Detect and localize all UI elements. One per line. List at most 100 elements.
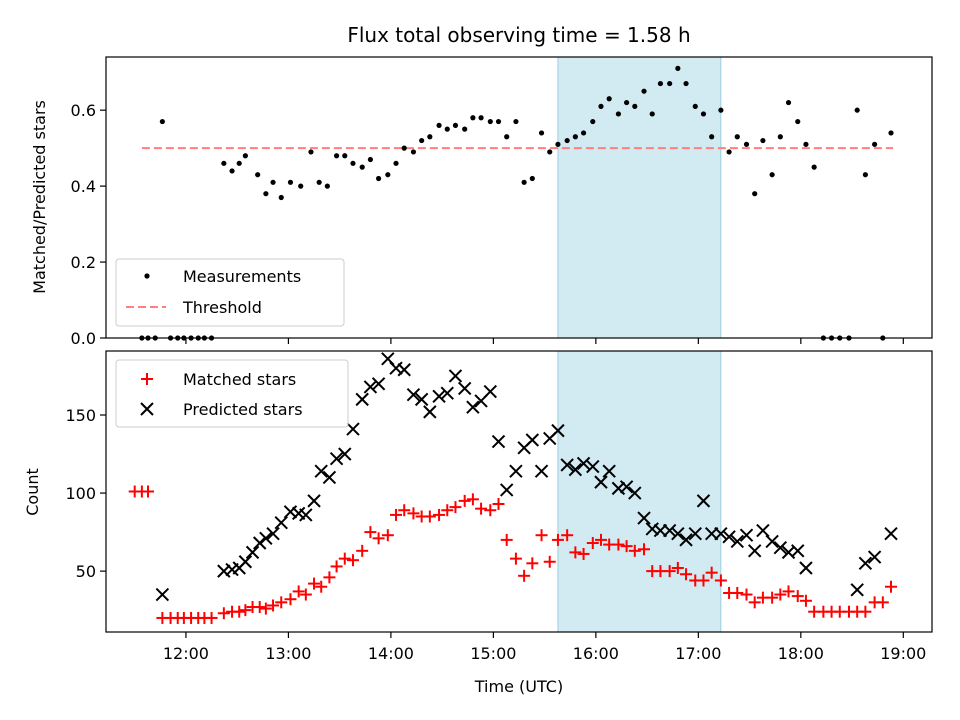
predicted-star-point [355,392,369,407]
matched-star-point [859,605,872,618]
matched-star-point [217,607,230,620]
matched-star-point [292,585,305,598]
predicted-star-point [397,363,411,377]
matched-star-point [449,501,462,514]
predicted-star-point [586,459,600,474]
predicted-star-point [274,516,288,530]
predicted-star-point [602,464,616,478]
predicted-star-point [259,531,273,546]
measurement-point [692,103,698,109]
measurement-point [333,153,340,159]
matched-star-point [205,611,218,624]
top-y-tick-label: 0.2 [71,253,96,272]
predicted-star-point [688,526,702,541]
measurement-point [342,153,348,159]
matched-star-points [128,485,898,624]
top-axes-frame [105,56,933,339]
x-tick-label: 12:00 [163,644,209,663]
predicted-star-point [799,561,813,575]
measurement-point [547,149,553,155]
measurement-point [709,134,715,140]
x-tick-label: 18:00 [778,644,824,663]
matched-star-point [876,596,889,609]
predicted-star-point [671,526,685,541]
matched-star-point [671,561,684,574]
measurement-point [324,183,330,189]
predicted-star-point [765,534,779,549]
predicted-star-point [432,389,446,403]
matched-star-point [466,493,479,506]
predicted-star-point [238,555,253,569]
matched-star-point [663,565,676,578]
matched-star-point [330,560,343,573]
matched-star-point [315,580,328,593]
bottom-y-ticks: 50 100 150 [65,406,106,581]
top-legend-box [115,258,345,327]
matched-star-point [731,586,744,599]
matched-star-point [714,574,727,587]
predicted-star-point [730,534,744,549]
matched-star-point [509,552,522,565]
x-tick-label: 16:00 [573,644,619,663]
matched-star-point [364,526,377,539]
matched-star-point [372,532,385,545]
legend-label-matched: Matched stars [183,370,296,389]
measurement-point [308,149,314,155]
measurement-point [270,179,276,185]
predicted-star-point [576,456,591,471]
predicted-star-point [748,544,762,558]
predicted-star-point [551,423,565,438]
predicted-star-point [722,530,736,544]
measurement-point [236,160,242,166]
predicted-star-point [662,523,677,538]
measurement-point [504,134,510,140]
top-y-axis-label: Matched/Predicted stars [30,100,49,294]
measurement-point [777,134,783,140]
measurement-point [487,118,493,125]
bottom-highlight-band [557,350,722,633]
x-tick-label: 13:00 [265,644,311,663]
predicted-star-point [448,369,463,383]
measurement-point [401,145,407,151]
top-y-ticks: 0.0 0.2 0.4 0.6 [71,101,106,348]
matched-star-point [407,507,420,520]
measurement-point [555,141,561,147]
x-tick-label: 14:00 [368,644,414,663]
predicted-star-point [509,464,523,478]
matched-star-point [253,601,266,614]
predicted-star-point [338,447,352,461]
measurement-point [854,107,860,113]
legend-marker-matched [141,373,153,385]
measurement-point [385,172,391,178]
predicted-star-point [346,422,360,436]
measurement-point [718,107,724,113]
predicted-star-point [314,464,328,478]
measurement-point [590,118,596,125]
legend-marker-predicted [140,402,154,416]
measurement-point [872,141,878,147]
matched-star-point [526,557,539,570]
predicted-star-point [363,380,378,394]
predicted-star-point [266,526,280,541]
matched-star-point [475,502,488,515]
measurement-point [624,99,630,106]
measurement-point [675,65,681,71]
predicted-star-point [884,526,898,541]
matched-star-point [569,546,582,559]
matched-star-point [284,593,297,606]
legend-label-predicted: Predicted stars [183,400,303,419]
matched-star-point [791,590,804,603]
predicted-star-point [414,392,429,407]
top-y-tick-label: 0.6 [71,101,96,120]
measurement-point [529,175,535,182]
matched-star-point [346,554,359,567]
predicted-star-point [628,486,642,500]
matched-star-point [680,568,693,581]
matched-star-point [239,604,252,617]
top-y-tick-label: 0.0 [71,329,96,348]
predicted-star-point [594,475,608,489]
measurement-point [743,141,750,147]
matched-star-point [586,537,599,550]
matched-star-point [774,588,787,601]
matched-star-point [275,596,288,609]
